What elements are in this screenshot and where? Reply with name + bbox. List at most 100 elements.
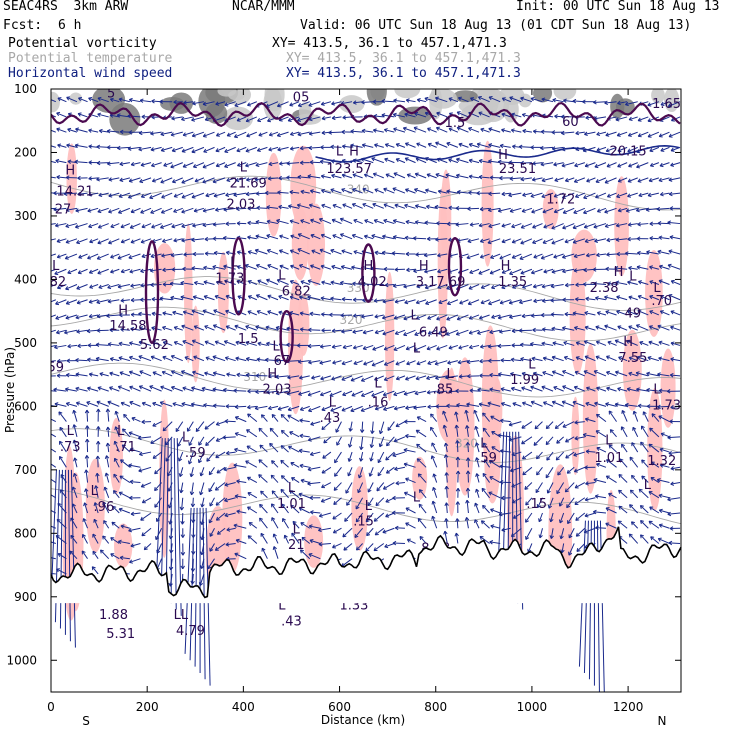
wind-arrowhead [120, 269, 125, 274]
wind-arrowhead [530, 385, 535, 390]
extremum-label: L [329, 395, 337, 410]
wind-arrowhead [117, 385, 122, 390]
wind-arrow [545, 421, 554, 429]
wind-arrowhead [584, 310, 589, 316]
wind-arrow [446, 142, 459, 148]
x-tick-label: 400 [232, 700, 255, 714]
wind-arrowhead [46, 143, 49, 146]
wind-arrowhead [393, 438, 398, 443]
wind-arrowhead [657, 372, 661, 377]
wind-arrow [89, 284, 99, 289]
wind-arrowhead [617, 387, 622, 392]
wind-arrowhead [275, 374, 280, 380]
wind-arrowhead [474, 425, 479, 430]
wind-arrow [138, 313, 152, 316]
wind-arrowhead [541, 341, 546, 346]
wind-arrow [107, 401, 120, 407]
wind-arrow [297, 204, 310, 209]
wind-arrow [393, 314, 406, 319]
wind-arrow [430, 426, 438, 438]
wind-arrow [182, 340, 194, 346]
extremum-label: L [653, 383, 661, 398]
wind-arrowhead [341, 188, 346, 193]
wind-arrowhead [593, 100, 597, 105]
wind-arrow [477, 389, 490, 392]
wind-arrow [87, 387, 99, 392]
wind-arrowhead [130, 326, 134, 332]
wind-arrow [433, 473, 438, 483]
wind-arrowhead [297, 132, 302, 137]
wind-arrowhead [670, 310, 675, 315]
wind-arrow [617, 146, 628, 152]
wind-arrow [75, 359, 88, 362]
wind-arrow [574, 421, 585, 424]
wind-arrow [501, 223, 511, 227]
wind-arrowhead [128, 370, 133, 375]
wind-arrow [416, 284, 427, 288]
wind-arrow [375, 405, 384, 410]
wind-arrowhead [394, 466, 398, 471]
wind-arrowhead [425, 300, 430, 306]
wind-arrowhead [501, 128, 505, 133]
wind-arrow [501, 113, 511, 118]
wind-arrowhead [236, 117, 241, 122]
wind-arrowhead [669, 419, 673, 424]
wind-arrowhead [415, 300, 420, 305]
wind-arrow [127, 115, 141, 118]
wind-arrowhead [489, 270, 494, 275]
wind-arrowhead [354, 533, 359, 538]
wind-arrowhead [532, 371, 537, 376]
wind-arrowhead [595, 340, 600, 345]
wind-arrowhead [413, 126, 418, 131]
wind-arrowhead [205, 192, 210, 198]
wind-arrowhead [475, 488, 480, 493]
wind-arrowhead [44, 239, 47, 242]
wind-arrow [105, 472, 110, 483]
wind-arrow [265, 101, 279, 108]
wind-arrow [120, 268, 131, 273]
wind-arrow [649, 280, 660, 285]
wind-arrow [352, 188, 363, 194]
wind-arrow [615, 238, 628, 241]
wind-arrow [193, 207, 205, 212]
wind-arrow [499, 329, 511, 333]
wind-arrow [203, 281, 215, 285]
wind-arrowhead [329, 312, 333, 318]
wind-arrow [93, 519, 99, 529]
wind-arrowhead [637, 309, 642, 314]
wind-arrow [469, 159, 480, 164]
wind-arrow [109, 372, 120, 377]
wind-arrowhead [56, 358, 61, 364]
wind-arrow [382, 329, 395, 335]
wind-arrow [74, 457, 78, 468]
wind-arrowhead [247, 250, 252, 255]
wind-arrow [51, 253, 56, 257]
wind-arrowhead [109, 327, 113, 333]
wind-arrowhead [114, 410, 119, 415]
wind-arrowhead [236, 479, 241, 484]
wind-arrow [237, 295, 247, 301]
wind-arrow [160, 401, 173, 407]
wind-arrowhead [299, 463, 304, 469]
wind-arrow [96, 473, 99, 483]
wind-arrow [87, 207, 99, 212]
wind-arrowhead [94, 485, 99, 490]
wind-arrowhead [382, 299, 387, 304]
wind-arrow [478, 268, 490, 275]
wind-arrow [487, 238, 501, 244]
wind-arrowhead [427, 142, 432, 147]
wind-arrow [267, 249, 279, 255]
wind-arrowhead [254, 177, 259, 182]
wind-arrow [170, 162, 183, 168]
wind-arrow [290, 249, 300, 255]
wind-arrow [54, 403, 67, 407]
wind-arrowhead [522, 284, 526, 289]
wind-arrowhead [347, 457, 352, 462]
wind-arrow [233, 524, 247, 529]
wind-arrowhead [234, 404, 239, 410]
wind-arrow [152, 177, 162, 182]
wind-arrow [110, 537, 120, 544]
wind-arrow [510, 373, 522, 377]
wind-arrowhead [352, 187, 357, 193]
wind-arrow [405, 344, 416, 350]
